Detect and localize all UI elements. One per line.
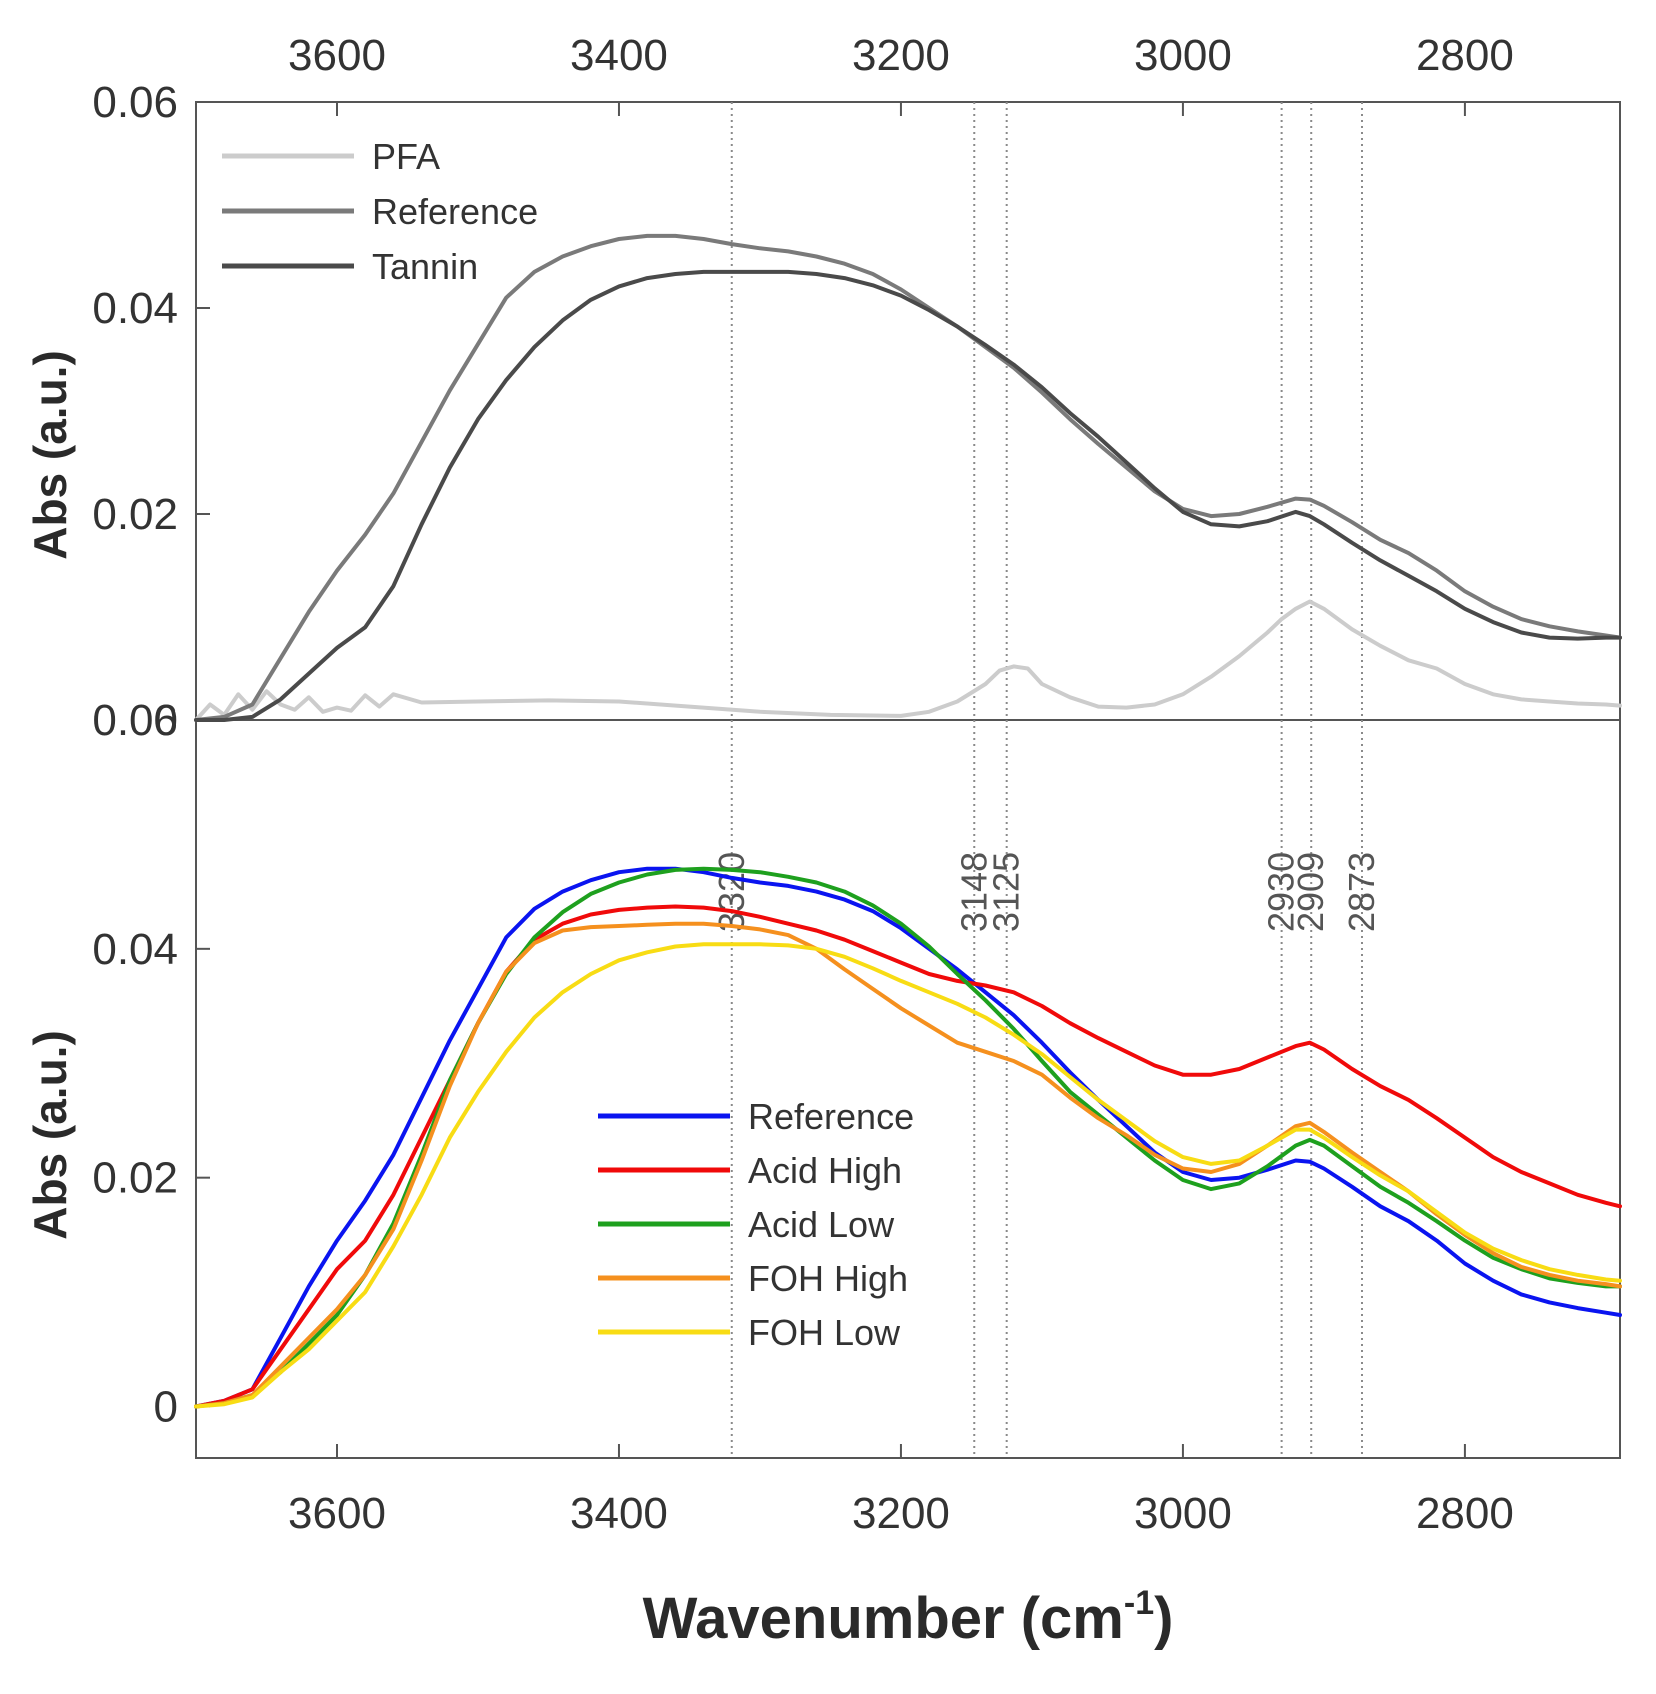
top-series-pfa: [194, 599, 1622, 722]
marker-label-3125: 3125: [986, 852, 1027, 932]
bottom-y-tick-label: 0.06: [92, 696, 178, 745]
marker-label-3148: 3148: [953, 852, 994, 932]
top-y-tick-label: 0.06: [92, 78, 178, 127]
bottom-x-tick-label: 3400: [570, 1489, 668, 1538]
bottom-legend-label-foh-low: FOH Low: [748, 1312, 901, 1353]
x-axis-title: Wavenumber (cm-1): [643, 1584, 1174, 1651]
top-panel-series: [194, 233, 1622, 722]
bottom-legend-label-foh-high: FOH High: [748, 1258, 908, 1299]
bottom-legend-label-acid-high: Acid High: [748, 1150, 902, 1191]
top-y-tick-label: 0.02: [92, 490, 178, 539]
bottom-legend-label-acid-low: Acid Low: [748, 1204, 895, 1245]
top-x-tick-label: 3600: [288, 31, 386, 80]
top-series-tannin: [194, 269, 1622, 722]
bottom-y-tick-label: 0: [154, 1383, 178, 1432]
x-axis-title-main: Wavenumber (cm: [643, 1586, 1124, 1651]
top-panel-legend: PFA Reference Tannin: [222, 136, 538, 287]
marker-label-2873: 2873: [1341, 852, 1382, 932]
x-axis-title-suffix: ): [1154, 1586, 1173, 1651]
bottom-panel-series: [194, 866, 1622, 1409]
bottom-series-foh-low: [194, 942, 1622, 1409]
bottom-series-acid-high: [194, 904, 1622, 1409]
bottom-legend-label-reference: Reference: [748, 1096, 914, 1137]
top-y-tick-label: 0: [154, 696, 178, 745]
top-y-tick-label: 0.04: [92, 284, 178, 333]
x-axis-title-superscript: -1: [1124, 1584, 1154, 1622]
top-legend-label-reference: Reference: [372, 191, 538, 232]
top-legend-label-tannin: Tannin: [372, 246, 478, 287]
bottom-y-tick-label: 0.04: [92, 925, 178, 974]
top-y-axis-title: Abs (a.u.): [24, 350, 76, 560]
bottom-panel-frame: [195, 719, 1621, 1459]
top-x-tick-label: 3400: [570, 31, 668, 80]
bottom-series-acid-low: [194, 866, 1622, 1409]
bottom-x-tick-label: 2800: [1416, 1489, 1514, 1538]
marker-label-2909: 2909: [1290, 852, 1331, 932]
bottom-x-tick-label: 3000: [1134, 1489, 1232, 1538]
top-x-tick-label: 3000: [1134, 31, 1232, 80]
bottom-y-tick-label: 0.02: [92, 1154, 178, 1203]
top-x-tick-label: 3200: [852, 31, 950, 80]
bottom-x-tick-label: 3200: [852, 1489, 950, 1538]
top-x-tick-label: 2800: [1416, 31, 1514, 80]
marker-label-3320: 3320: [711, 852, 752, 932]
axis-ticks: 3600 3600 3400 3400 3200 3200 3000 3000 2800 2800…: [92, 31, 1513, 1538]
bottom-x-tick-label: 3600: [288, 1489, 386, 1538]
top-legend-label-pfa: PFA: [372, 136, 440, 177]
bottom-panel-legend: Reference Acid High Acid Low FOH High FOH Lo…: [598, 1096, 914, 1353]
bottom-y-axis-title: Abs (a.u.): [24, 1030, 76, 1240]
marker-label-2930: 2930: [1261, 852, 1302, 932]
